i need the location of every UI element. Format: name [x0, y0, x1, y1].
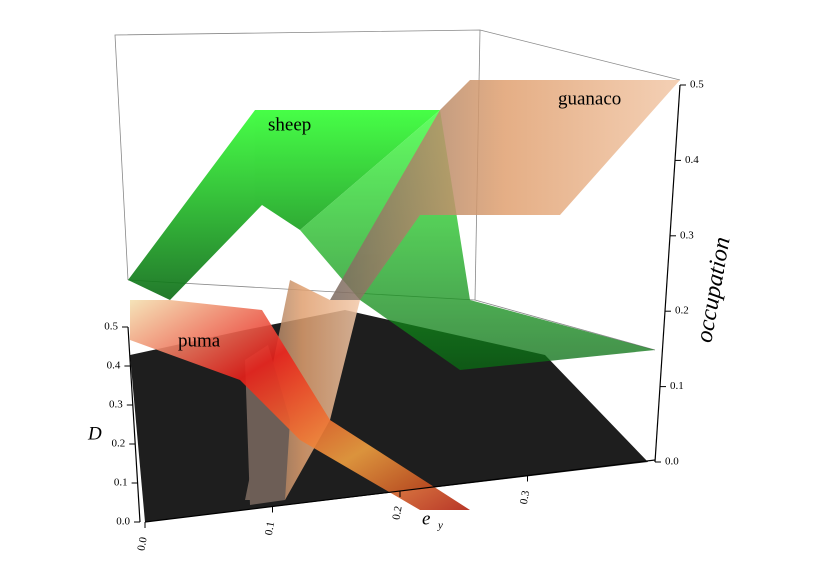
tick-label: 0.3 [518, 489, 532, 505]
x-axis-title-subscript: y [437, 520, 443, 532]
x-axis-title: e [422, 508, 430, 529]
tick-label: 0.1 [263, 521, 277, 537]
tick-label: 0.4 [685, 154, 699, 166]
tick-label: 0.3 [109, 399, 123, 411]
tick-label: 0.2 [111, 438, 125, 450]
tick-label: 0.3 [680, 229, 694, 241]
series-label: guanaco [558, 88, 621, 109]
tick-label: 0.0 [665, 456, 679, 468]
tick-label: 0.4 [107, 360, 121, 372]
tick-label: 0.2 [390, 505, 404, 521]
tick-label: 0.0 [116, 516, 130, 528]
z-axis-title: occupation [691, 235, 735, 345]
series-label: sheep [268, 114, 311, 135]
sheep-surface [128, 110, 655, 370]
tick-label: 0.1 [670, 380, 684, 392]
tick-label: 0.0 [135, 536, 149, 552]
puma-surface [130, 300, 470, 510]
tick-label: 0.5 [104, 321, 118, 333]
tick-label: 0.2 [675, 305, 689, 317]
tick-label: 0.5 [690, 79, 704, 91]
y-axis-title: D [87, 423, 102, 444]
series-label: puma [178, 330, 221, 351]
tick-label: 0.1 [114, 477, 128, 489]
